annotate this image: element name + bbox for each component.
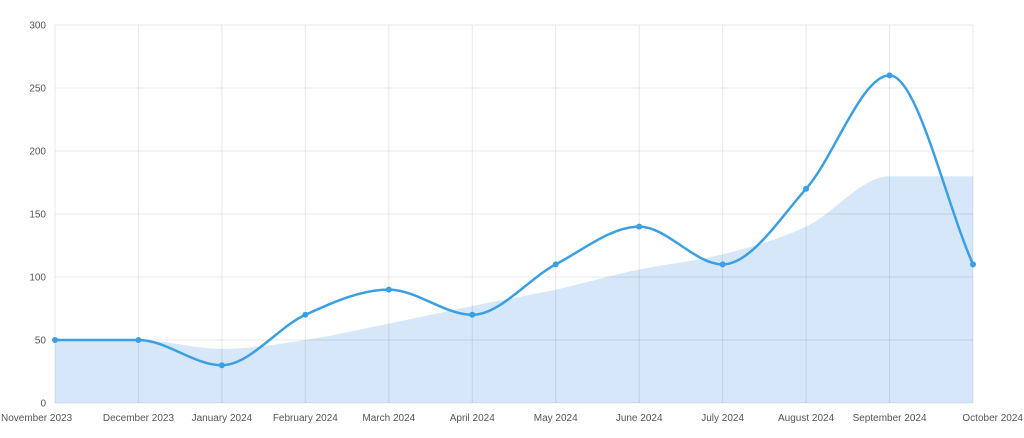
x-tick-label-9: August 2024 xyxy=(778,413,835,424)
data-point-6 xyxy=(552,261,559,268)
x-tick-label-4: March 2024 xyxy=(362,413,415,424)
data-point-11 xyxy=(970,261,976,268)
y-tick-label-250: 250 xyxy=(29,84,46,95)
y-tick-label-300: 300 xyxy=(29,21,46,32)
x-tick-label-8: July 2024 xyxy=(701,413,744,424)
x-tick-label-6: May 2024 xyxy=(534,413,578,424)
data-point-3 xyxy=(302,311,309,318)
data-point-9 xyxy=(803,185,810,192)
area-series xyxy=(55,176,973,403)
x-tick-label-11: October 2024 xyxy=(962,413,1023,424)
x-tick-label-2: January 2024 xyxy=(192,413,253,424)
data-point-2 xyxy=(218,362,225,369)
y-tick-label-100: 100 xyxy=(29,273,46,284)
y-tick-label-50: 50 xyxy=(35,336,47,347)
x-tick-label-1: December 2023 xyxy=(103,413,175,424)
x-tick-label-0: November 2023 xyxy=(1,413,73,424)
y-tick-label-0: 0 xyxy=(40,399,46,410)
data-point-0 xyxy=(52,337,58,343)
data-point-5 xyxy=(469,311,476,318)
x-tick-label-3: February 2024 xyxy=(273,413,338,424)
y-tick-label-150: 150 xyxy=(29,210,46,221)
data-point-1 xyxy=(135,337,142,343)
data-point-10 xyxy=(886,72,893,79)
x-tick-label-10: September 2024 xyxy=(853,413,927,424)
data-point-7 xyxy=(636,223,643,230)
data-point-4 xyxy=(385,286,392,293)
x-tick-label-7: June 2024 xyxy=(616,413,663,424)
y-tick-label-200: 200 xyxy=(29,147,46,158)
data-point-8 xyxy=(719,261,726,268)
x-tick-label-5: April 2024 xyxy=(450,413,495,424)
